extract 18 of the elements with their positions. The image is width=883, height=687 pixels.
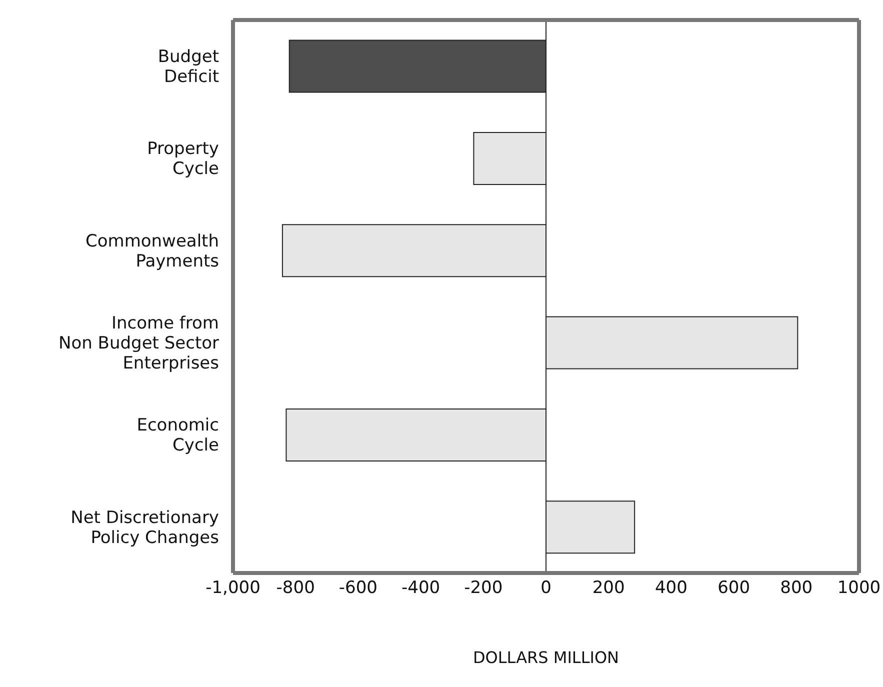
x-tick-label: -1,000	[206, 578, 260, 598]
y-tick-label: Economic Cycle	[136, 416, 219, 456]
x-tick-label: -200	[464, 578, 503, 598]
y-tick-label: Net Discretionary Policy Changes	[70, 508, 220, 548]
x-tick-label: 0	[540, 578, 552, 598]
y-tick-label: Income from Non Budget Sector Enterprises	[58, 314, 220, 374]
y-tick-label: Commonwealth Payments	[85, 231, 220, 272]
x-tick-label: 200	[592, 578, 625, 598]
x-tick-label: -800	[276, 578, 315, 598]
x-axis-title: DOLLARS MILLION	[472, 648, 620, 667]
x-tick-label: -600	[338, 578, 378, 598]
x-tick-label: 400	[654, 578, 688, 598]
y-tick-label: Property Cycle	[147, 139, 219, 180]
x-tick-label: -400	[402, 578, 440, 598]
y-tick-label: Budget Deficit	[158, 47, 220, 88]
x-tick-label: 1000	[837, 578, 881, 598]
x-tick-label: 600	[718, 578, 750, 598]
x-tick-label: 800	[780, 578, 813, 598]
